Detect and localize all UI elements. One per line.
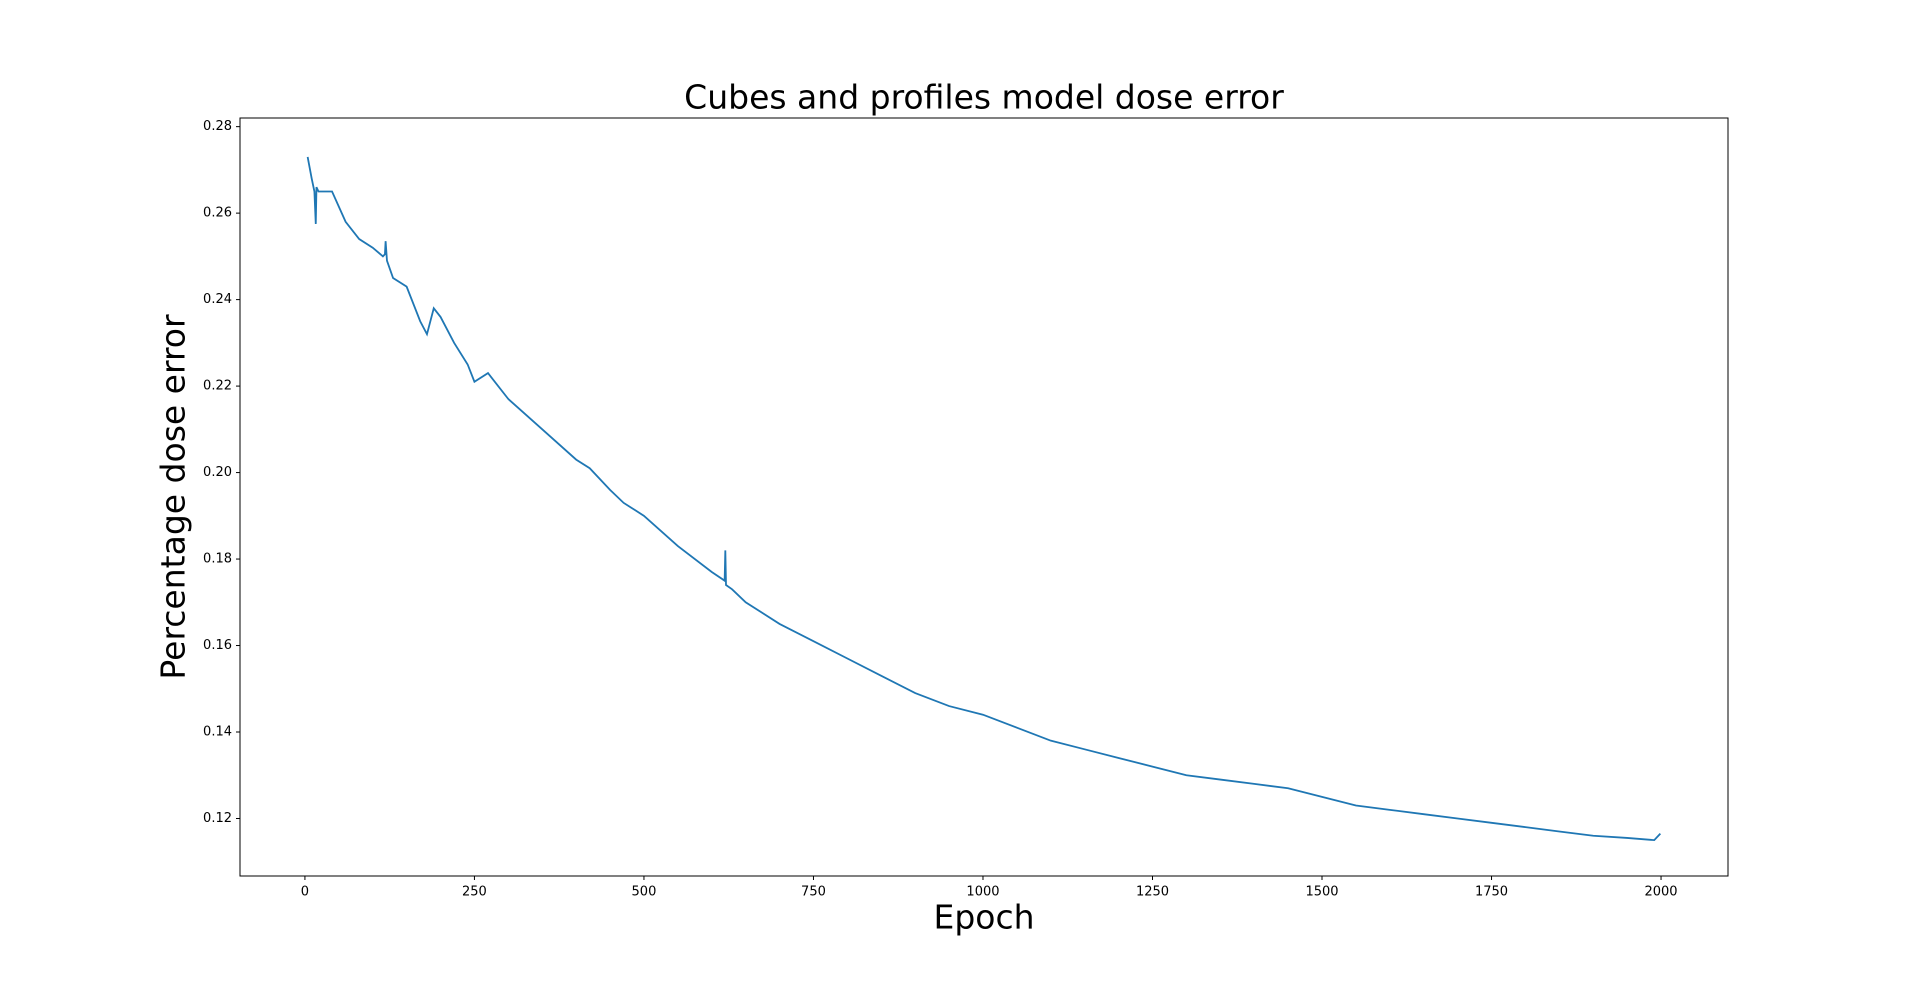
y-tick-label: 0.22	[203, 379, 232, 394]
x-tick-label: 250	[462, 885, 487, 900]
y-tick-label: 0.18	[203, 552, 232, 567]
x-tick-label: 1500	[1305, 885, 1338, 900]
x-axis-label: Epoch	[933, 898, 1034, 937]
x-tick-label: 0	[301, 885, 309, 900]
data-line	[306, 156, 1662, 842]
chart-title: Cubes and profiles model dose error	[684, 78, 1284, 117]
y-tick-label: 0.20	[203, 465, 232, 480]
y-tick-label: 0.24	[203, 292, 232, 307]
x-tick-label: 1250	[1136, 885, 1169, 900]
x-tick-label: 500	[632, 885, 657, 900]
x-tick-label: 750	[801, 885, 826, 900]
y-tick-label: 0.28	[203, 119, 232, 134]
y-tick-label: 0.12	[203, 811, 232, 826]
y-tick-label: 0.14	[203, 725, 232, 740]
x-tick-label: 2000	[1644, 885, 1677, 900]
plot-frame	[239, 117, 1729, 877]
y-axis-label: Percentage dose error	[154, 314, 193, 680]
x-tick-label: 1750	[1475, 885, 1508, 900]
x-tick-label: 1000	[966, 885, 999, 900]
y-tick-label: 0.16	[203, 638, 232, 653]
y-tick-label: 0.26	[203, 206, 232, 221]
